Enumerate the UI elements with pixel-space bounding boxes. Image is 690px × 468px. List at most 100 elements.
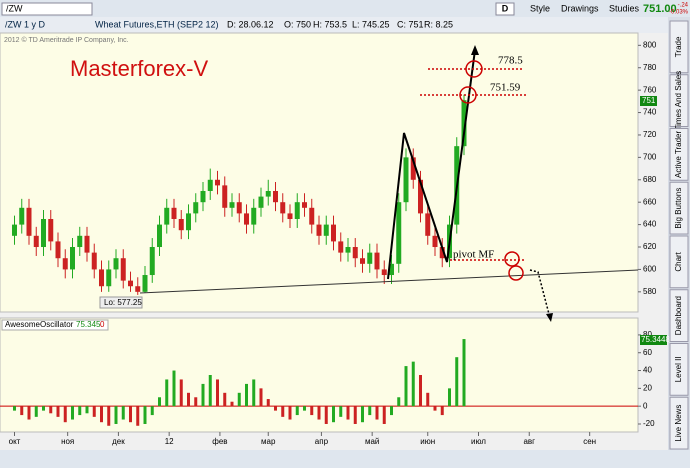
pivot-label: pivot MF bbox=[453, 249, 494, 261]
pivot-circle bbox=[504, 251, 520, 267]
x-tick-label: фев bbox=[212, 437, 227, 446]
low-label: Lo: 577.25 bbox=[104, 298, 142, 307]
candle-body bbox=[229, 202, 235, 208]
bar bbox=[368, 406, 372, 416]
side-tab[interactable] bbox=[669, 181, 689, 235]
candle-body bbox=[461, 100, 467, 147]
bar bbox=[317, 406, 321, 420]
info-field: C: 751 bbox=[397, 19, 424, 29]
trend-line bbox=[139, 269, 639, 294]
bar bbox=[411, 361, 415, 407]
side-tab[interactable] bbox=[669, 20, 689, 74]
candle-body bbox=[48, 219, 54, 242]
bar bbox=[339, 406, 343, 417]
y-tick-label: 640 bbox=[643, 220, 657, 229]
x-tick-label: май bbox=[365, 437, 379, 446]
bar bbox=[34, 406, 38, 417]
bar bbox=[346, 406, 350, 420]
info-field: R: 8.25 bbox=[424, 19, 453, 29]
bar bbox=[85, 406, 89, 414]
candle-body bbox=[302, 202, 307, 208]
y-tick-label: 0 bbox=[643, 401, 648, 410]
candle-body bbox=[280, 202, 286, 214]
y-tick-label: 620 bbox=[643, 242, 657, 251]
bar bbox=[433, 406, 437, 411]
candle-body bbox=[410, 157, 416, 180]
x-tick-label: апр bbox=[315, 437, 329, 446]
bar bbox=[397, 397, 401, 407]
toolbar bbox=[0, 0, 690, 17]
osc-last-box bbox=[640, 335, 667, 345]
bar bbox=[136, 406, 140, 426]
side-tab-label: Trade bbox=[674, 36, 683, 57]
candle-body bbox=[222, 185, 228, 208]
bar bbox=[361, 406, 364, 423]
candle-body bbox=[287, 213, 293, 219]
side-tab-label: Chart bbox=[674, 251, 683, 271]
candle-body bbox=[273, 190, 278, 203]
bar bbox=[353, 406, 357, 424]
candle-body bbox=[367, 252, 373, 264]
side-tab[interactable] bbox=[669, 343, 689, 396]
candle-body bbox=[258, 196, 264, 208]
projection-arrow bbox=[529, 269, 551, 319]
bar bbox=[143, 406, 147, 424]
toolbar-button[interactable]: Drawings bbox=[561, 3, 599, 13]
bar bbox=[462, 339, 466, 407]
aggregation: D bbox=[502, 3, 509, 13]
bar bbox=[158, 397, 161, 407]
y-tick-label: 760 bbox=[643, 85, 657, 94]
bar bbox=[245, 383, 248, 407]
candle-body bbox=[157, 224, 162, 248]
candle-body bbox=[19, 207, 25, 225]
bar bbox=[63, 406, 67, 423]
candle-body bbox=[178, 219, 184, 231]
candle-body bbox=[186, 213, 191, 231]
candle-body bbox=[113, 258, 119, 270]
candle-body bbox=[33, 235, 39, 248]
side-tab[interactable] bbox=[669, 289, 689, 342]
candle-body bbox=[55, 241, 61, 259]
y-tick-label: 780 bbox=[643, 63, 657, 72]
candle-body bbox=[120, 258, 126, 281]
bar bbox=[13, 406, 16, 411]
candle-body bbox=[396, 202, 402, 264]
candle-body bbox=[338, 241, 344, 253]
candle-body bbox=[41, 219, 46, 248]
bar bbox=[274, 406, 277, 411]
side-tab[interactable] bbox=[669, 235, 689, 289]
study-name: AwesomeOscillator bbox=[5, 320, 74, 329]
side-tab[interactable] bbox=[669, 74, 689, 127]
candle-body bbox=[316, 224, 322, 236]
candle-body bbox=[236, 202, 242, 214]
price-pane bbox=[0, 32, 639, 313]
side-tab-label: Big Buttons bbox=[674, 188, 683, 229]
side-tab[interactable] bbox=[669, 128, 689, 181]
bar bbox=[288, 406, 292, 420]
side-tab[interactable] bbox=[669, 396, 689, 450]
y-tick-label: 740 bbox=[643, 108, 657, 117]
bar bbox=[375, 406, 379, 420]
x-tick-label: сен bbox=[583, 437, 596, 446]
study-value: 75.345 bbox=[76, 320, 101, 329]
x-tick-label: ноя bbox=[61, 437, 74, 446]
toolbar-button[interactable]: Style bbox=[530, 3, 550, 13]
candle-body bbox=[345, 247, 351, 253]
bar bbox=[56, 406, 60, 417]
bar bbox=[230, 401, 234, 407]
symbol-box[interactable] bbox=[1, 2, 93, 16]
candle-body bbox=[389, 263, 394, 276]
candle-body bbox=[432, 235, 438, 248]
toolbar-button[interactable]: Studies bbox=[609, 3, 640, 13]
candle-body bbox=[135, 286, 141, 292]
bar bbox=[92, 406, 96, 417]
y-tick-label: 80 bbox=[643, 330, 652, 339]
last-box bbox=[640, 96, 657, 106]
candle-body bbox=[403, 157, 409, 203]
target-circle bbox=[465, 60, 483, 78]
y-tick-label: 720 bbox=[643, 130, 657, 139]
bar bbox=[179, 379, 183, 407]
aggregation-box[interactable] bbox=[495, 2, 515, 16]
bar bbox=[216, 379, 219, 407]
